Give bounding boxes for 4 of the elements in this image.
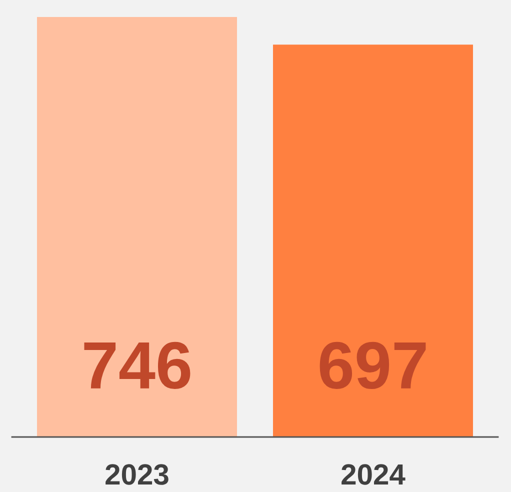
x-tick-label: 2024: [342, 464, 406, 485]
data-label: 697: [320, 342, 426, 390]
x-tick-label: 2023: [106, 464, 168, 485]
data-label: 746: [84, 342, 190, 390]
